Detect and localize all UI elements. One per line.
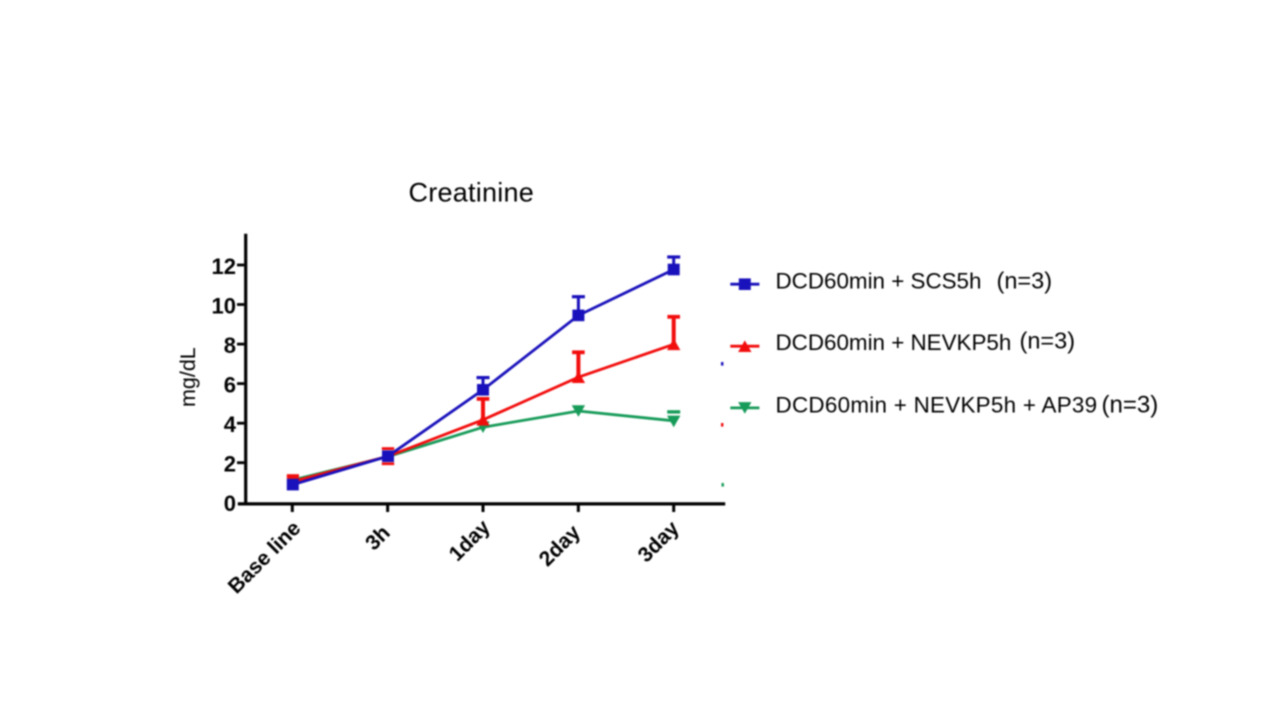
svg-text:(n=3): (n=3)	[1102, 392, 1159, 419]
svg-text:Base line: Base line	[224, 517, 305, 598]
svg-text:mg/dL: mg/dL	[176, 347, 200, 407]
svg-text:12: 12	[212, 254, 236, 279]
svg-text:DCD60min + NEVKP5h: DCD60min + NEVKP5h	[776, 330, 1012, 355]
svg-text:DCD60min + NEVKP5h + AP39: DCD60min + NEVKP5h + AP39	[776, 393, 1098, 418]
svg-text:2day: 2day	[535, 521, 585, 571]
svg-text:8: 8	[224, 333, 236, 358]
svg-text:(n=3): (n=3)	[1020, 327, 1076, 353]
svg-text:3h: 3h	[361, 521, 395, 555]
svg-text:3day: 3day	[634, 517, 684, 567]
svg-text:Creatinine: Creatinine	[409, 178, 535, 208]
svg-text:DCD60min + SCS5h: DCD60min + SCS5h	[776, 269, 982, 294]
svg-text:4: 4	[224, 412, 237, 437]
svg-text:6: 6	[224, 372, 236, 397]
svg-text:10: 10	[212, 293, 236, 318]
svg-text:2: 2	[224, 452, 236, 477]
svg-text:1day: 1day	[445, 515, 495, 565]
svg-text:(n=3): (n=3)	[997, 268, 1053, 294]
svg-text:0: 0	[224, 491, 236, 516]
